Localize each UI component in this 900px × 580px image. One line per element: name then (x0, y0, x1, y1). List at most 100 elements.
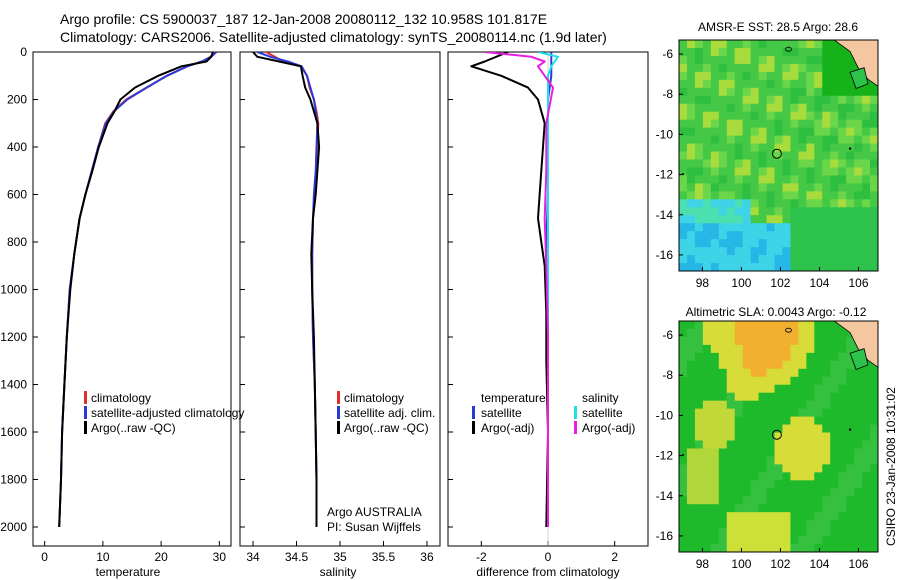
map-cell (742, 392, 752, 402)
map-cell (798, 544, 807, 552)
y-tick-label: -10 (656, 408, 674, 422)
map-cell (846, 456, 855, 465)
map-cell (686, 167, 696, 177)
legend-swatch-argo (84, 421, 87, 434)
map-cell (806, 183, 815, 192)
map-cell (854, 143, 863, 153)
map-cell (862, 239, 871, 248)
map-cell (774, 175, 784, 184)
map-cell (806, 392, 815, 402)
map-cell (790, 135, 799, 145)
map-cell (838, 472, 847, 481)
map-cell (838, 464, 847, 473)
map-cell (766, 215, 776, 224)
map-cell (758, 384, 768, 394)
map-cell (718, 488, 728, 497)
map-cell (710, 199, 720, 208)
map-cell (702, 376, 712, 386)
map-cell (822, 55, 831, 65)
map-cell (758, 215, 768, 224)
map-cell (830, 159, 839, 169)
map-cell (726, 321, 736, 330)
map-cell (734, 376, 744, 386)
map-cell (798, 376, 807, 386)
map-cell (814, 440, 823, 450)
map-cell (766, 207, 776, 216)
map-cell (862, 223, 871, 232)
map-cell (854, 448, 863, 458)
map-cell (742, 480, 752, 489)
map-cell (742, 360, 752, 370)
map-cell (854, 416, 863, 426)
map-cell (766, 360, 776, 370)
map-cell (734, 528, 744, 537)
map-cell (830, 255, 839, 264)
map-cell (734, 456, 744, 465)
map-cell (782, 143, 792, 153)
map-cell (870, 400, 878, 410)
map-cell (702, 223, 712, 232)
legend-label-temp-argo: Argo(-adj) (481, 421, 534, 435)
map-cell (742, 79, 752, 89)
map-cell (710, 47, 720, 57)
map-cell (686, 191, 696, 200)
map-cell (679, 47, 688, 57)
map-cell (750, 321, 760, 330)
map-cell (734, 496, 744, 505)
map-cell (766, 47, 776, 57)
map-cell (718, 448, 728, 458)
map-cell (726, 424, 736, 434)
map-cell (679, 544, 688, 552)
map-cell (702, 127, 712, 137)
map-cell (870, 239, 878, 248)
map-cell (806, 368, 815, 378)
map-cell (822, 408, 831, 418)
map-cell (726, 344, 736, 354)
salinity-plot-frame (239, 51, 441, 547)
map-cell (830, 400, 839, 410)
map-cell (806, 239, 815, 248)
map-cell (806, 321, 815, 330)
map-cell (854, 127, 863, 137)
series-line (470, 52, 549, 528)
y-tick-label: -16 (656, 529, 674, 543)
map-cell (679, 207, 688, 216)
map-cell (774, 255, 784, 264)
map-cell (718, 352, 728, 362)
map-cell (870, 424, 878, 434)
map-cell (806, 408, 815, 418)
map-cell (718, 47, 728, 57)
map-cell (679, 40, 688, 49)
map-cell (686, 111, 696, 121)
map-cell (798, 368, 807, 378)
map-cell (854, 151, 863, 161)
map-cell (854, 520, 863, 529)
map-cell (710, 135, 720, 145)
map-cell (814, 328, 823, 338)
map-cell (862, 143, 871, 153)
map-cell (830, 544, 839, 552)
map-cell (758, 520, 768, 529)
map-cell (679, 151, 688, 161)
map-cell (726, 103, 736, 113)
map-cell (870, 448, 878, 458)
x-tick-label: 2 (611, 550, 618, 564)
map-cell (814, 239, 823, 248)
map-cell (806, 255, 815, 264)
map-cell (726, 384, 736, 394)
map-cell (758, 247, 768, 256)
map-cell (686, 368, 696, 378)
map-cell (814, 223, 823, 232)
map-cell (742, 321, 752, 330)
map-cell (806, 440, 815, 450)
map-cell (694, 512, 704, 521)
map-cell (838, 496, 847, 505)
map-cell (710, 352, 720, 362)
map-cell (830, 496, 839, 505)
map-cell (822, 111, 831, 121)
map-cell (726, 448, 736, 458)
map-cell (742, 328, 752, 338)
map-cell (734, 408, 744, 418)
map-cell (742, 95, 752, 105)
map-cell (822, 384, 831, 394)
